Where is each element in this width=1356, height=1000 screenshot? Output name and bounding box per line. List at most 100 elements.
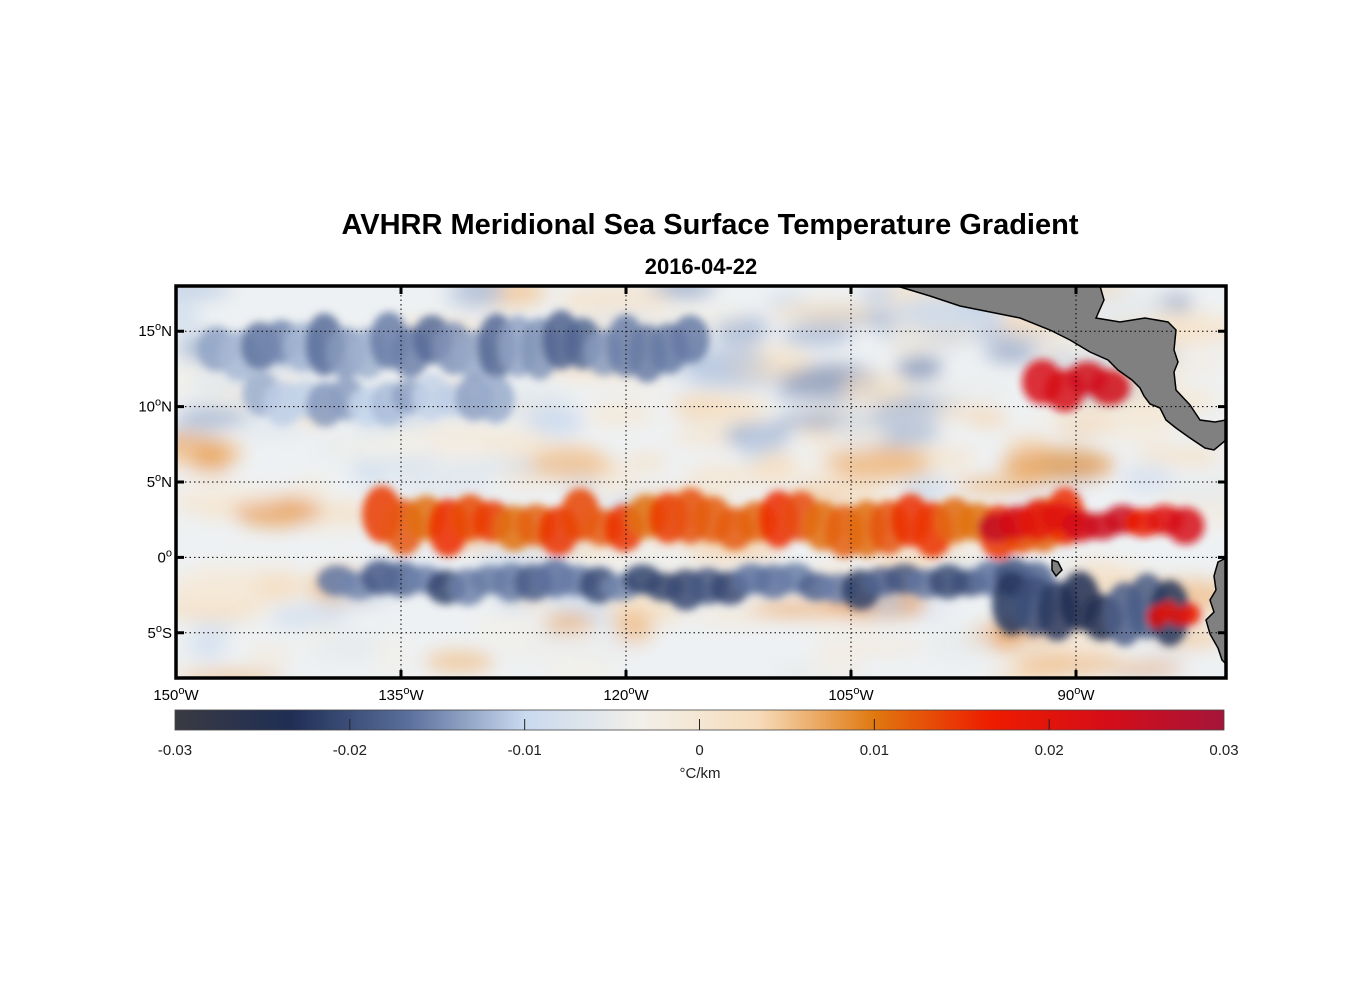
field-patch <box>769 301 876 324</box>
field-patch <box>1135 445 1188 464</box>
colorbar-tick-label: 0.02 <box>1035 742 1064 759</box>
field-patch <box>1028 406 1091 429</box>
lat-label: 10oN <box>138 397 172 416</box>
field-patch <box>298 622 338 642</box>
latitude-labels: 15oN 10oN 5oN 0o 5oS <box>138 321 172 642</box>
field-patch <box>473 614 549 645</box>
band-7-cell <box>1180 603 1201 626</box>
longitude-labels: 150oW 135oW 120oW 105oW 90oW <box>153 685 1095 704</box>
lat-label: 5oN <box>147 472 172 491</box>
galapagos-islands <box>1051 558 1063 578</box>
field-patch <box>954 477 1046 493</box>
field-patch <box>446 286 503 310</box>
field-patch <box>780 324 853 346</box>
lon-label: 150oW <box>153 685 199 704</box>
colorbar: -0.03 -0.02 -0.01 0 0.01 0.02 0.03 °C/km <box>158 709 1239 782</box>
field-patch <box>1014 652 1121 675</box>
field-patch <box>991 669 1060 678</box>
field-patch <box>550 657 620 678</box>
field-patch <box>624 453 669 470</box>
colorbar-ticks: -0.03 -0.02 -0.01 0 0.01 0.02 0.03 <box>158 719 1239 759</box>
field-patch <box>176 302 203 332</box>
field-patch <box>178 670 284 678</box>
field-patch <box>1169 475 1226 508</box>
lat-label: 0o <box>158 547 172 566</box>
colorbar-tick-label: 0.03 <box>1209 742 1238 759</box>
colorbar-tick-label: -0.03 <box>158 742 192 759</box>
chart-subtitle: 2016-04-22 <box>645 254 758 279</box>
field-patch <box>575 637 642 657</box>
field-patch <box>188 632 227 659</box>
field-patch <box>707 395 770 424</box>
field-patch <box>312 501 372 525</box>
lat-label: 5oS <box>148 623 172 642</box>
field-patch <box>889 340 928 357</box>
field-patch <box>1121 465 1175 492</box>
field-patch <box>798 613 882 630</box>
field-patch <box>821 446 931 481</box>
field-patch <box>585 402 654 425</box>
south-america-land <box>1205 557 1226 666</box>
field-patch <box>424 651 495 673</box>
field-patch <box>928 628 998 659</box>
land-mass <box>896 286 1226 666</box>
band-5-cell <box>476 375 515 424</box>
band-4-cell <box>670 315 710 364</box>
field-patch <box>270 606 345 628</box>
band-6-cell <box>1089 369 1130 406</box>
field-patch <box>827 416 888 451</box>
field-patch <box>684 464 772 489</box>
field-patch <box>1000 448 1116 482</box>
lon-label: 90oW <box>1058 685 1096 704</box>
field-patch <box>1083 421 1174 442</box>
field-patch <box>1108 661 1185 676</box>
field-patch <box>748 600 843 618</box>
colorbar-tick-label: 0 <box>695 742 703 759</box>
field-patch <box>527 406 584 437</box>
field-patch <box>841 373 910 405</box>
field-patch <box>325 433 435 463</box>
field-patch <box>351 455 390 486</box>
field-patch <box>859 286 896 303</box>
central-america-land <box>896 286 1226 451</box>
field-patch <box>575 550 669 568</box>
field-patch <box>176 570 264 604</box>
lat-label: 15oN <box>138 321 172 340</box>
colorbar-label: °C/km <box>680 765 721 782</box>
field-patch <box>541 612 595 634</box>
colorbar-tick-label: 0.01 <box>860 742 889 759</box>
field-patch <box>969 411 1009 427</box>
field-patch <box>614 610 653 645</box>
field-patch <box>176 484 283 507</box>
colorbar-tick-label: -0.02 <box>333 742 367 759</box>
field-patch <box>984 344 1039 362</box>
field-patch <box>1138 644 1188 666</box>
field-patch <box>557 286 671 317</box>
field-patch <box>371 639 413 673</box>
field-patch <box>246 646 293 664</box>
lon-label: 120oW <box>603 685 649 704</box>
sst-gradient-map <box>176 286 1226 678</box>
field-patch <box>896 354 942 382</box>
field-patch <box>690 610 778 623</box>
lon-label: 135oW <box>378 685 424 704</box>
colorbar-tick-label: -0.01 <box>508 742 542 759</box>
field-patch <box>921 378 1009 408</box>
field-patch <box>394 469 491 498</box>
field-patch <box>292 477 330 503</box>
gradient-bands <box>197 310 1205 647</box>
field-patch <box>531 444 607 481</box>
field-patch <box>235 422 309 437</box>
lon-label: 105oW <box>828 685 874 704</box>
field-patch <box>250 568 309 604</box>
field-patch <box>176 286 232 300</box>
field-patch <box>616 379 674 394</box>
band-1-cell <box>1166 507 1205 545</box>
field-patch <box>753 450 798 484</box>
field-patch <box>561 477 603 492</box>
field-patch <box>301 519 360 535</box>
field-patch <box>199 498 236 520</box>
field-patch <box>176 410 249 425</box>
field-patch <box>645 308 749 325</box>
